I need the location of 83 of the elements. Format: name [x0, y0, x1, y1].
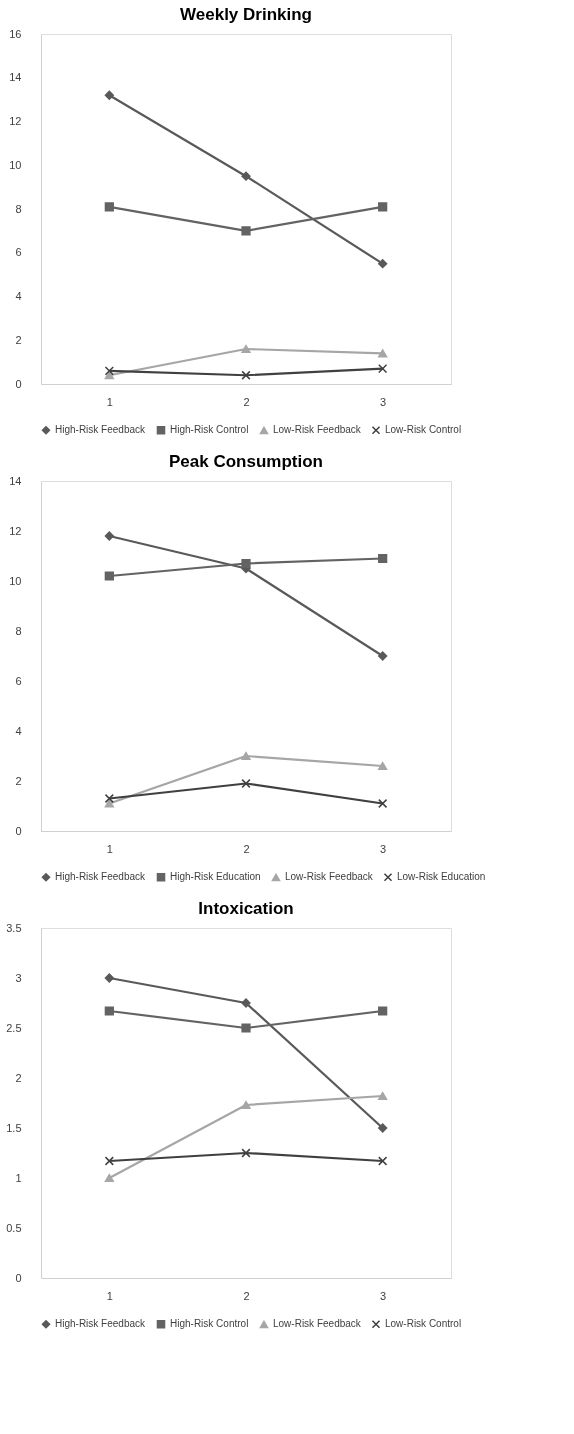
y-tick-label: 0	[15, 377, 22, 390]
legend-label: High-Risk Control	[170, 424, 249, 436]
point	[104, 202, 114, 212]
point	[104, 1173, 114, 1183]
legend-label: Low-Risk Control	[385, 1318, 462, 1330]
legend-label: Low-Risk Feedback	[285, 871, 374, 883]
point	[378, 1006, 388, 1016]
y-tick-label: 10	[9, 574, 22, 587]
y-tick-label: 6	[15, 246, 22, 259]
x-tick-label: 1	[106, 395, 113, 408]
point	[378, 1123, 388, 1133]
legend-label: High-Risk Feedback	[55, 1318, 147, 1330]
y-tick-label: 14	[9, 474, 22, 487]
point	[241, 171, 251, 181]
point	[241, 1148, 251, 1158]
y-tick-label: 2	[15, 1071, 22, 1084]
y-tick-label: 10	[9, 158, 22, 171]
legend-label: High-Risk Feedback	[55, 424, 147, 436]
chart-title: Peak Consumption	[169, 452, 323, 471]
y-tick-label: 2	[15, 333, 22, 346]
legend-label: Low-Risk Feedback	[273, 424, 362, 436]
point	[241, 370, 251, 380]
point	[378, 1156, 388, 1166]
x-tick-label: 2	[243, 842, 250, 855]
point	[104, 973, 114, 983]
chart-title: Weekly Drinking	[180, 5, 312, 24]
point	[378, 1091, 388, 1101]
y-tick-label: 4	[15, 290, 22, 302]
y-tick-label: 16	[9, 27, 22, 40]
y-tick-label: 12	[9, 115, 22, 127]
y-tick-label: 12	[9, 524, 22, 537]
y-tick-label: 1	[15, 1171, 22, 1184]
point	[241, 1023, 251, 1033]
point	[378, 553, 388, 564]
y-tick-label: 0.5	[6, 1221, 22, 1234]
point	[104, 90, 114, 100]
point	[241, 558, 251, 569]
point	[241, 344, 251, 354]
point	[378, 202, 388, 212]
y-tick-label: 8	[15, 624, 22, 637]
y-tick-label: 3.5	[6, 921, 22, 934]
point	[104, 793, 114, 804]
point	[104, 799, 114, 808]
point	[104, 366, 114, 376]
point	[104, 1156, 114, 1166]
legend-label: Low-Risk Education	[397, 871, 486, 883]
x-tick-label: 3	[380, 395, 387, 408]
y-tick-label: 0	[15, 1271, 22, 1284]
point	[378, 798, 388, 809]
legend-label: High-Risk Control	[170, 1318, 249, 1330]
x-tick-label: 2	[243, 1289, 250, 1302]
point	[378, 259, 388, 269]
point	[378, 651, 388, 661]
point	[104, 571, 114, 581]
point	[241, 751, 251, 761]
y-tick-label: 6	[15, 674, 22, 687]
point	[241, 226, 251, 236]
point	[104, 531, 114, 541]
legend-label: High-Risk Education	[170, 871, 261, 883]
legend-label: High-Risk Feedback	[55, 871, 147, 883]
point	[378, 761, 388, 771]
point	[104, 1006, 114, 1016]
point	[241, 1100, 251, 1110]
x-tick-label: 1	[106, 1289, 113, 1302]
y-tick-label: 3	[15, 971, 22, 984]
x-tick-label: 2	[243, 395, 250, 408]
point	[241, 778, 251, 789]
y-tick-label: 1.5	[6, 1121, 22, 1134]
y-tick-label: 2	[15, 774, 22, 787]
x-tick-label: 3	[380, 1289, 387, 1302]
y-tick-label: 4	[15, 724, 22, 737]
y-tick-label: 2.5	[6, 1021, 22, 1034]
y-tick-label: 8	[15, 202, 22, 215]
y-tick-label: 14	[9, 71, 22, 84]
legend-label: Low-Risk Feedback	[273, 1318, 362, 1330]
point	[104, 371, 114, 380]
chart-title: Intoxication	[198, 899, 294, 918]
point	[378, 349, 388, 358]
point	[378, 364, 388, 374]
x-tick-label: 1	[106, 842, 113, 855]
y-tick-label: 0	[15, 824, 22, 837]
x-tick-label: 3	[380, 842, 387, 855]
legend-label: Low-Risk Control	[385, 424, 462, 436]
